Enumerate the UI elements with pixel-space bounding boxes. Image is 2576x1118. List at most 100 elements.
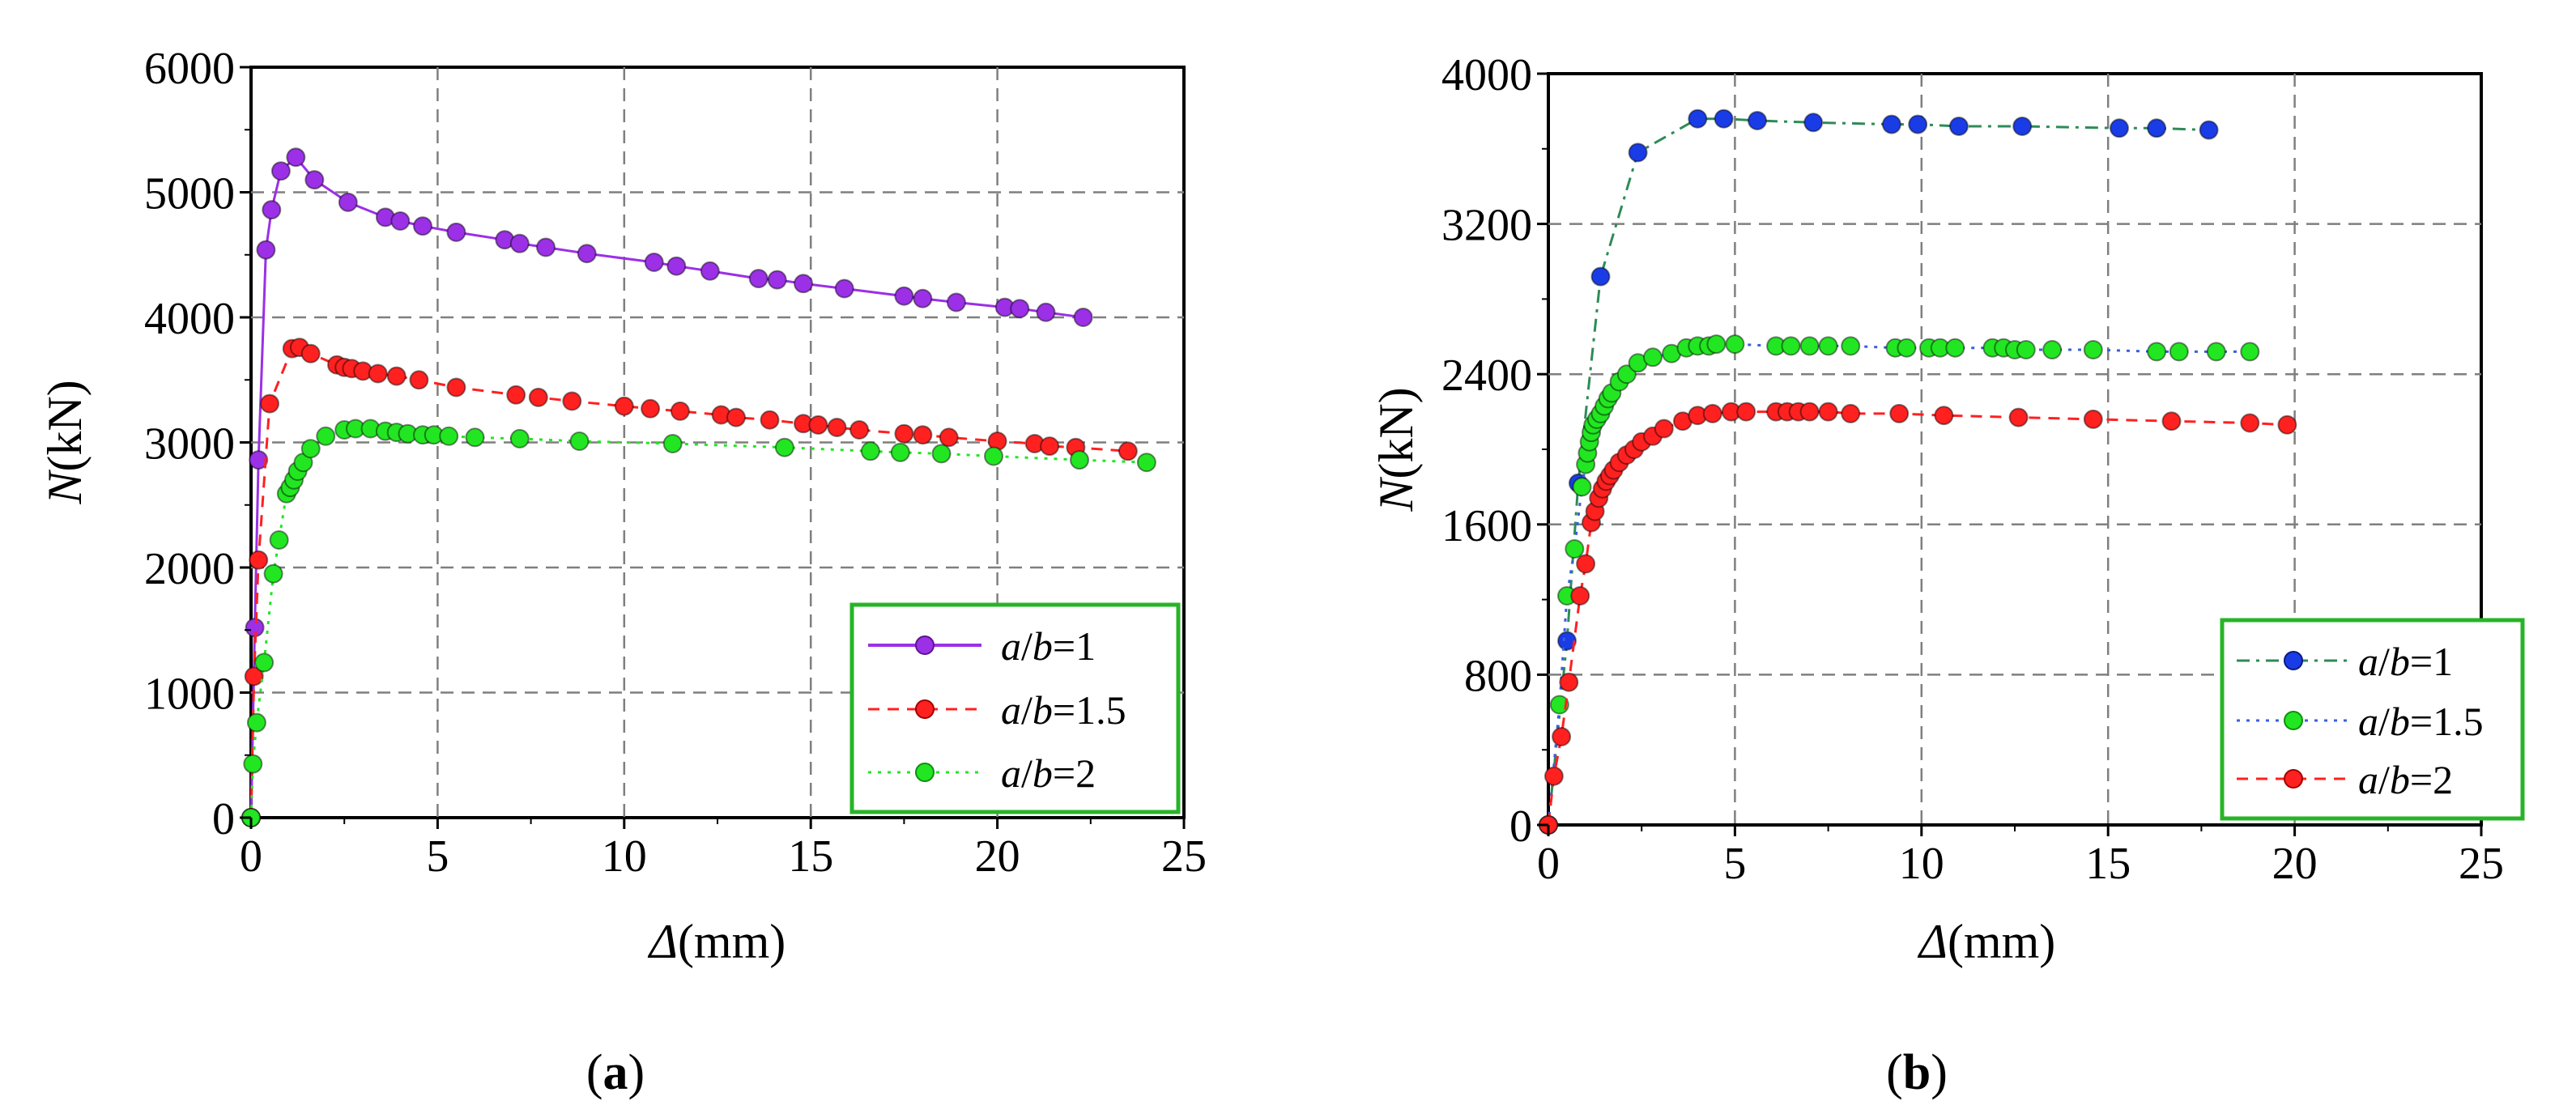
chart-panel-b: 0 5 10 15 20 25 0 800 1600 2400 3200 4000 N(kN) Δ(m… (1369, 50, 2525, 1100)
data-point (256, 240, 276, 260)
data-point (2110, 118, 2129, 138)
panel-label-a: (a) (586, 1045, 645, 1100)
data-point (1643, 347, 1663, 368)
legend: a/b=1 a/b=1.5 a/b=2 (2220, 618, 2525, 821)
data-point (249, 450, 269, 470)
data-point (1543, 766, 1564, 786)
data-point (386, 366, 407, 386)
data-point (760, 410, 780, 430)
data-point (726, 407, 746, 427)
data-point (263, 563, 283, 584)
data-point (286, 147, 306, 168)
data-point (1557, 631, 1577, 651)
data-point (2147, 118, 2167, 138)
series-1 (1539, 334, 2260, 835)
data-point (1559, 672, 1579, 692)
data-point (1897, 338, 1917, 358)
data-point (913, 425, 933, 445)
x-tick-label-5: 25 (1161, 831, 1207, 882)
data-point (1702, 403, 1722, 423)
data-point (2147, 342, 2167, 362)
data-point (509, 428, 530, 448)
data-point (316, 426, 336, 446)
data-point (262, 200, 282, 220)
data-point (1736, 402, 1756, 422)
data-point (562, 391, 582, 411)
data-point (939, 427, 959, 448)
y-tick-label-5: 5000 (144, 169, 235, 219)
data-point (254, 653, 275, 673)
legend: a/b=1 a/b=1.5 a/b=2 (849, 602, 1181, 814)
legend-frame (849, 602, 1181, 814)
data-point (1714, 108, 1734, 129)
data-point (1781, 336, 1801, 356)
y-tick-label-0: 0 (1509, 801, 1532, 852)
grid-lines (1548, 74, 2481, 825)
data-point (2161, 411, 2182, 431)
data-point (931, 444, 952, 464)
y-tick-label-1: 1000 (144, 670, 235, 720)
y-tick-label-2: 1600 (1441, 501, 1532, 551)
series-line-0 (1547, 117, 2209, 826)
data-point (569, 431, 590, 451)
x-tick-label-0: 0 (240, 831, 262, 882)
data-point (1841, 403, 1861, 423)
data-point (894, 286, 914, 306)
x-tick-label-1: 5 (426, 831, 449, 882)
y-tick-label-3: 3000 (144, 419, 235, 470)
axis-ticks: 0 5 10 15 20 25 0 1000 2000 3000 4000 5000 6000 (144, 44, 1207, 882)
x-tick-label-2: 10 (1899, 839, 1944, 889)
axis-ticks: 0 5 10 15 20 25 0 800 1600 2400 3200 4000 (1441, 50, 2504, 889)
data-point (1576, 554, 1596, 574)
data-point (2008, 407, 2029, 427)
legend-swatch-marker-1 (2284, 711, 2303, 730)
legend-frame (2220, 618, 2525, 821)
data-point (246, 712, 266, 733)
data-point (1590, 266, 1611, 287)
data-point (1818, 402, 1838, 422)
data-point (946, 292, 966, 312)
data-point (1572, 477, 1592, 497)
x-tick-label-2: 10 (602, 831, 647, 882)
data-point (1118, 441, 1138, 461)
data-point (338, 192, 358, 212)
x-tick-label-3: 15 (2085, 839, 2131, 889)
x-tick-label-0: 0 (1537, 839, 1560, 889)
legend-label-0: a/b=1 (1001, 623, 1096, 669)
y-tick-label-3: 2400 (1441, 351, 1532, 401)
data-point (670, 401, 690, 421)
data-point (1748, 111, 1767, 130)
data-point (662, 434, 683, 453)
data-point (446, 222, 466, 242)
data-point (614, 396, 634, 416)
data-point (1706, 334, 1727, 355)
data-point (641, 398, 661, 419)
data-point (249, 550, 269, 570)
data-point (528, 387, 548, 407)
data-point (1628, 142, 1648, 163)
data-point (390, 211, 411, 231)
data-point (2240, 413, 2260, 433)
data-point (2240, 342, 2260, 362)
x-tick-label-1: 5 (1723, 839, 1746, 889)
data-point (794, 274, 813, 294)
data-point (1688, 108, 1708, 129)
data-point (2206, 342, 2226, 362)
data-point (1136, 453, 1156, 473)
data-point (465, 427, 485, 448)
data-point (1725, 334, 1745, 355)
legend-swatch-marker-0 (915, 636, 935, 655)
data-point (300, 439, 321, 459)
legend-label-1: a/b=1.5 (2358, 699, 2484, 744)
data-point (577, 244, 597, 264)
data-point (767, 270, 787, 290)
legend-label-0: a/b=1 (2358, 639, 2453, 684)
data-point (2012, 117, 2033, 136)
y-tick-label-2: 2000 (144, 544, 235, 594)
data-point (506, 385, 526, 405)
data-point (446, 377, 466, 397)
y-tick-label-5: 4000 (1441, 50, 1532, 100)
y-tick-label-4: 3200 (1441, 201, 1532, 251)
legend-swatch-marker-2 (915, 763, 935, 782)
